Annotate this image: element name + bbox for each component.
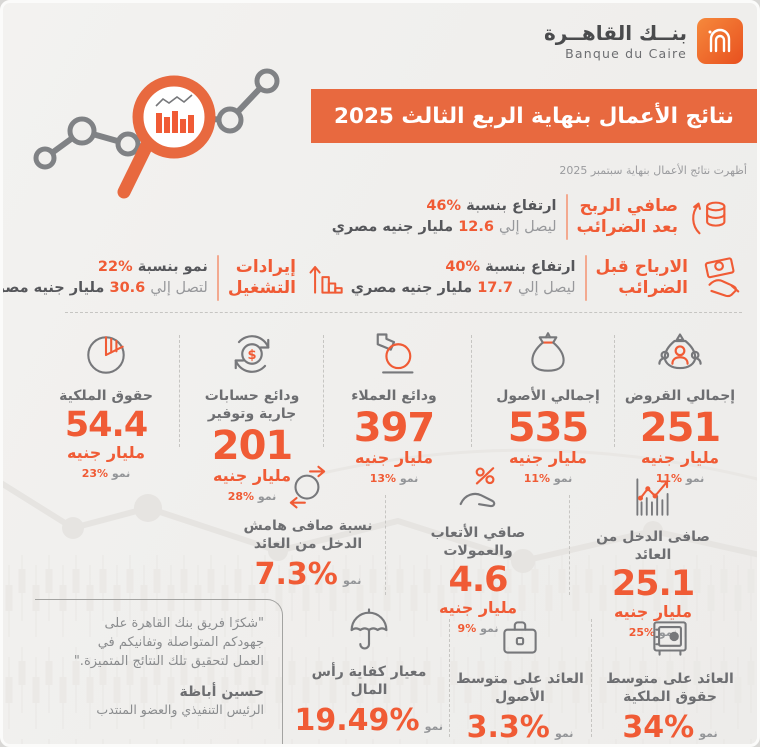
card-title: صافى الدخل من العائد (596, 529, 710, 563)
background-watermark (3, 448, 757, 744)
dashed-divider (449, 619, 450, 737)
card-value: 251 (639, 405, 722, 451)
card-unit: مليار جنيه (508, 448, 588, 467)
card-title: صافي الأتعاب والعمولات (430, 525, 526, 559)
dashed-divider (591, 619, 592, 737)
card-growth: نمو %3.3 (466, 710, 574, 745)
pie-chart-icon (41, 326, 171, 380)
card-value: 4.6 (448, 560, 508, 600)
card-value: 201 (211, 423, 294, 469)
highlight-profit-before-tax: الارباح قبل الضرائب ارتفاع بنسبة %40 ليص… (351, 255, 745, 301)
card-growth: نمو %7.3 (254, 557, 362, 592)
highlight-metrics: ارتفاع بنسبة %40 ليصل إلي 17.7 مليار جني… (350, 259, 576, 296)
highlight-title: صافي الربح بعد الضرائب (576, 196, 678, 237)
dollar-cycle-icon: $ (187, 326, 317, 380)
stat-card-net-interest-income: صافى الدخل من العائد 25.1 مليار جنيه نمو… (578, 467, 728, 639)
safe-icon (595, 609, 745, 663)
stat-card-equity: حقوق الملكية 54.4 مليار جنيه نمو %23 (41, 326, 171, 480)
loans-moneybag-icon (615, 326, 745, 380)
card-title: العائد على متوسط حقوق الملكية (606, 671, 734, 705)
highlight-title: إيرادات التشغيل (227, 257, 296, 298)
magnifier-chart-illustration (33, 68, 280, 199)
dashed-divider (179, 335, 180, 447)
card-unit: مليار جنيه (212, 466, 292, 485)
umbrella-icon (295, 602, 443, 656)
stat-card-total-loans: إجمالي القروض 251 مليار جنيه نمو %11 (615, 326, 745, 485)
coin-deposit-hand-icon (329, 326, 459, 380)
bar-chart-arrow-icon (305, 255, 349, 301)
card-title: حقوق الملكية (59, 388, 153, 404)
quote-author-role: الرئيس التنفيذي والعضو المنتدب (96, 702, 264, 717)
card-growth: نمو %23 (81, 467, 131, 480)
brand-name-english: Banque du Caire (565, 46, 687, 61)
dashed-divider (569, 495, 570, 595)
vertical-divider (584, 255, 587, 301)
ceo-quote-box: "شكرًا فريق بنك القاهرة على جهودكم المتو… (35, 599, 283, 744)
quote-text: "شكرًا فريق بنك القاهرة على جهودكم المتو… (73, 616, 264, 669)
brand-logo: بنــك القاهــرة Banque du Caire (544, 18, 743, 64)
stat-card-net-fees-commissions: صافي الأتعاب والعمولات 4.6 مليار جنيه نم… (403, 463, 553, 635)
vertical-divider (216, 255, 219, 301)
stat-card-return-on-assets: العائد على متوسط الأصول نمو %3.3 (453, 609, 587, 745)
card-title: معيار كفاية رأس المال (311, 664, 427, 698)
dashed-divider (323, 335, 324, 447)
swap-circle-icon (233, 456, 383, 510)
card-unit: مليار جنيه (438, 598, 518, 617)
growth-chart-icon (578, 467, 728, 521)
stat-card-current-savings-deposits: $ ودائع حسابات جارية وتوفير 201 مليار جن… (187, 326, 317, 503)
card-unit: مليار جنيه (640, 448, 720, 467)
hand-banknote-icon (697, 255, 745, 301)
card-unit: مليار جنيه (66, 443, 146, 462)
card-title: ودائع حسابات جارية وتوفير (204, 388, 300, 422)
card-growth: نمو %13 (369, 472, 419, 485)
card-value: 25.1 (611, 564, 695, 604)
stat-card-total-assets: إجمالي الأصول 535 مليار جنيه نمو %11 (481, 326, 615, 485)
card-growth: نمو %28 (227, 490, 277, 503)
card-value: 54.4 (64, 405, 148, 445)
hand-percent-icon (403, 463, 553, 517)
stat-card-capital-adequacy: معيار كفاية رأس المال نمو %19.49 (295, 602, 443, 738)
card-growth: نمو %19.49 (294, 703, 443, 738)
quote-author-name: حسين أباظة (179, 684, 264, 700)
dashed-divider (614, 335, 615, 447)
brand-name-arabic: بنــك القاهــرة (544, 21, 687, 45)
card-value: 535 (507, 405, 590, 451)
intro-text: أظهرت نتائج الأعمال بنهاية سبتمبر 2025 (559, 164, 747, 177)
card-unit: مليار جنيه (354, 448, 434, 467)
dashed-divider-horizontal (65, 312, 742, 313)
card-growth: نمو %9 (457, 622, 499, 635)
highlight-title: الارباح قبل الضرائب (595, 257, 688, 298)
highlight-metrics: ارتفاع بنسبة %46 ليصل إلي 12.6 مليار جني… (331, 198, 557, 235)
banner-title: نتائج الأعمال بنهاية الربع الثالث 2025 (334, 103, 734, 129)
card-title: العائد على متوسط الأصول (456, 671, 584, 705)
briefcase-icon (453, 609, 587, 663)
card-title: إجمالي القروض (624, 388, 736, 404)
coins-up-arrow-icon (687, 194, 733, 240)
dashed-divider (471, 335, 472, 447)
svg-text:$: $ (247, 348, 256, 363)
stat-card-return-on-equity: العائد على متوسط حقوق الملكية نمو %34 (595, 609, 745, 745)
card-growth: نمو %11 (523, 472, 573, 485)
card-growth: نمو %34 (622, 710, 718, 745)
money-sack-icon (481, 326, 615, 380)
highlight-net-profit-after-tax: صافي الربح بعد الضرائب ارتفاع بنسبة %46 … (332, 194, 733, 240)
card-title: إجمالي الأصول (496, 388, 600, 404)
highlight-metrics: نمو بنسبة %22 لتصل إلي 30.6 مليار جنيه م… (3, 259, 208, 296)
card-title: ودائع العملاء (351, 388, 437, 404)
vertical-divider (565, 194, 568, 240)
dashed-divider (385, 495, 386, 595)
stat-card-customer-deposits: ودائع العملاء 397 مليار جنيه نمو %13 (329, 326, 459, 485)
card-unit: مليار جنيه (613, 602, 693, 621)
highlight-operating-revenue: إيرادات التشغيل نمو بنسبة %22 لتصل إلي 3… (3, 255, 349, 301)
banner: نتائج الأعمال بنهاية الربع الثالث 2025 (311, 89, 757, 143)
card-value: 397 (353, 405, 436, 451)
card-title: نسبة صافى هامش الدخل من العائد (243, 518, 373, 552)
bank-arch-logo-icon (697, 18, 743, 64)
stat-card-net-interest-margin: نسبة صافى هامش الدخل من العائد نمو %7.3 (233, 456, 383, 592)
